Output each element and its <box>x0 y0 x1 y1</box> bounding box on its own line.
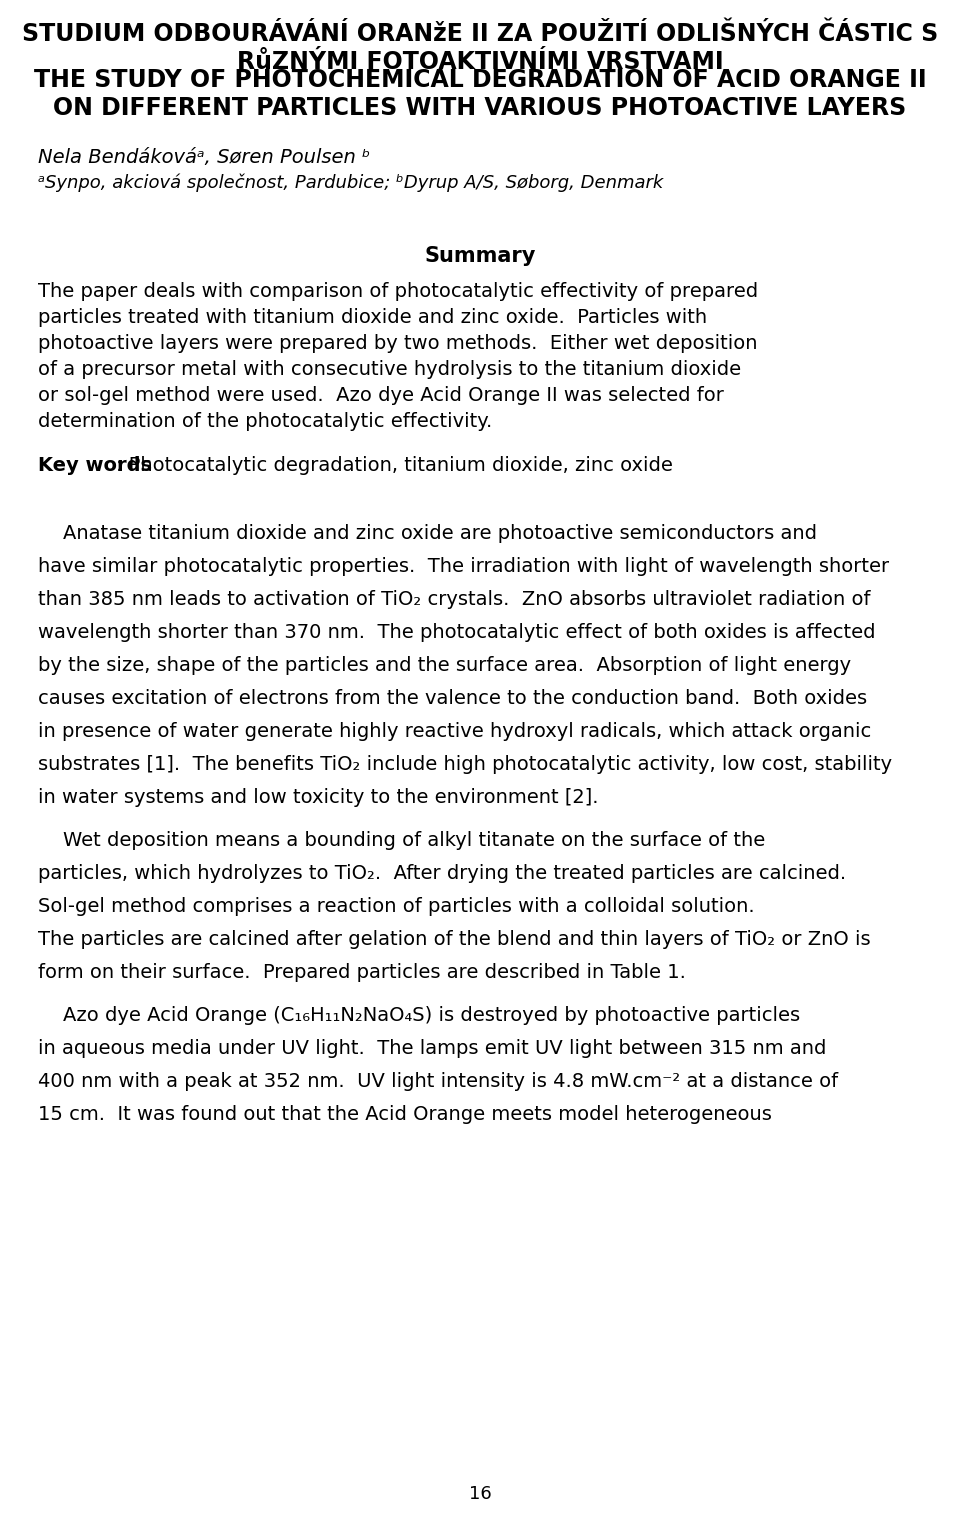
Text: determination of the photocatalytic effectivity.: determination of the photocatalytic effe… <box>38 412 492 431</box>
Text: STUDIUM ODBOURÁVÁNÍ ORANžE II ZA POUŽITÍ ODLIŠNÝCH ČÁSTIC S: STUDIUM ODBOURÁVÁNÍ ORANžE II ZA POUŽITÍ… <box>22 23 938 45</box>
Text: Nela Bendákováᵃ, Søren Poulsen ᵇ: Nela Bendákováᵃ, Søren Poulsen ᵇ <box>38 148 371 166</box>
Text: The paper deals with comparison of photocatalytic effectivity of prepared: The paper deals with comparison of photo… <box>38 281 758 301</box>
Text: ᵃSynpo, akciová společnost, Pardubice; ᵇDyrup A/S, Søborg, Denmark: ᵃSynpo, akciová společnost, Pardubice; ᵇ… <box>38 174 663 192</box>
Text: 16: 16 <box>468 1484 492 1502</box>
Text: in water systems and low toxicity to the environment [2].: in water systems and low toxicity to the… <box>38 788 598 806</box>
Text: in aqueous media under UV light.  The lamps emit UV light between 315 nm and: in aqueous media under UV light. The lam… <box>38 1039 827 1058</box>
Text: Anatase titanium dioxide and zinc oxide are photoactive semiconductors and: Anatase titanium dioxide and zinc oxide … <box>38 523 817 543</box>
Text: of a precursor metal with consecutive hydrolysis to the titanium dioxide: of a precursor metal with consecutive hy… <box>38 360 741 378</box>
Text: THE STUDY OF PHOTOCHEMICAL DEGRADATION OF ACID ORANGE II: THE STUDY OF PHOTOCHEMICAL DEGRADATION O… <box>34 68 926 92</box>
Text: or sol-gel method were used.  Azo dye Acid Orange II was selected for: or sol-gel method were used. Azo dye Aci… <box>38 386 724 405</box>
Text: 15 cm.  It was found out that the Acid Orange meets model heterogeneous: 15 cm. It was found out that the Acid Or… <box>38 1104 772 1124</box>
Text: Key words: Key words <box>38 455 152 475</box>
Text: Wet deposition means a bounding of alkyl titanate on the surface of the: Wet deposition means a bounding of alkyl… <box>38 831 765 850</box>
Text: substrates [1].  The benefits TiO₂ include high photocatalytic activity, low cos: substrates [1]. The benefits TiO₂ includ… <box>38 755 892 775</box>
Text: form on their surface.  Prepared particles are described in Table 1.: form on their surface. Prepared particle… <box>38 962 685 982</box>
Text: have similar photocatalytic properties.  The irradiation with light of wavelengt: have similar photocatalytic properties. … <box>38 557 889 576</box>
Text: Summary: Summary <box>424 247 536 266</box>
Text: photoactive layers were prepared by two methods.  Either wet deposition: photoactive layers were prepared by two … <box>38 334 757 353</box>
Text: particles, which hydrolyzes to TiO₂.  After drying the treated particles are cal: particles, which hydrolyzes to TiO₂. Aft… <box>38 864 846 884</box>
Text: particles treated with titanium dioxide and zinc oxide.  Particles with: particles treated with titanium dioxide … <box>38 309 708 327</box>
Text: Azo dye Acid Orange (C₁₆H₁₁N₂NaO₄S) is destroyed by photoactive particles: Azo dye Acid Orange (C₁₆H₁₁N₂NaO₄S) is d… <box>38 1006 800 1024</box>
Text: RůZNÝMI FOTOAKTIVNÍMI VRSTVAMI: RůZNÝMI FOTOAKTIVNÍMI VRSTVAMI <box>237 50 723 74</box>
Text: than 385 nm leads to activation of TiO₂ crystals.  ZnO absorbs ultraviolet radia: than 385 nm leads to activation of TiO₂ … <box>38 590 871 610</box>
Text: causes excitation of electrons from the valence to the conduction band.  Both ox: causes excitation of electrons from the … <box>38 688 867 708</box>
Text: The particles are calcined after gelation of the blend and thin layers of TiO₂ o: The particles are calcined after gelatio… <box>38 930 871 949</box>
Text: 400 nm with a peak at 352 nm.  UV light intensity is 4.8 mW.cm⁻² at a distance o: 400 nm with a peak at 352 nm. UV light i… <box>38 1073 838 1091</box>
Text: ON DIFFERENT PARTICLES WITH VARIOUS PHOTOACTIVE LAYERS: ON DIFFERENT PARTICLES WITH VARIOUS PHOT… <box>54 95 906 120</box>
Text: wavelength shorter than 370 nm.  The photocatalytic effect of both oxides is aff: wavelength shorter than 370 nm. The phot… <box>38 623 876 642</box>
Text: by the size, shape of the particles and the surface area.  Absorption of light e: by the size, shape of the particles and … <box>38 657 852 675</box>
Text: : Photocatalytic degradation, titanium dioxide, zinc oxide: : Photocatalytic degradation, titanium d… <box>116 455 673 475</box>
Text: Sol-gel method comprises a reaction of particles with a colloidal solution.: Sol-gel method comprises a reaction of p… <box>38 897 755 915</box>
Text: in presence of water generate highly reactive hydroxyl radicals, which attack or: in presence of water generate highly rea… <box>38 722 872 741</box>
